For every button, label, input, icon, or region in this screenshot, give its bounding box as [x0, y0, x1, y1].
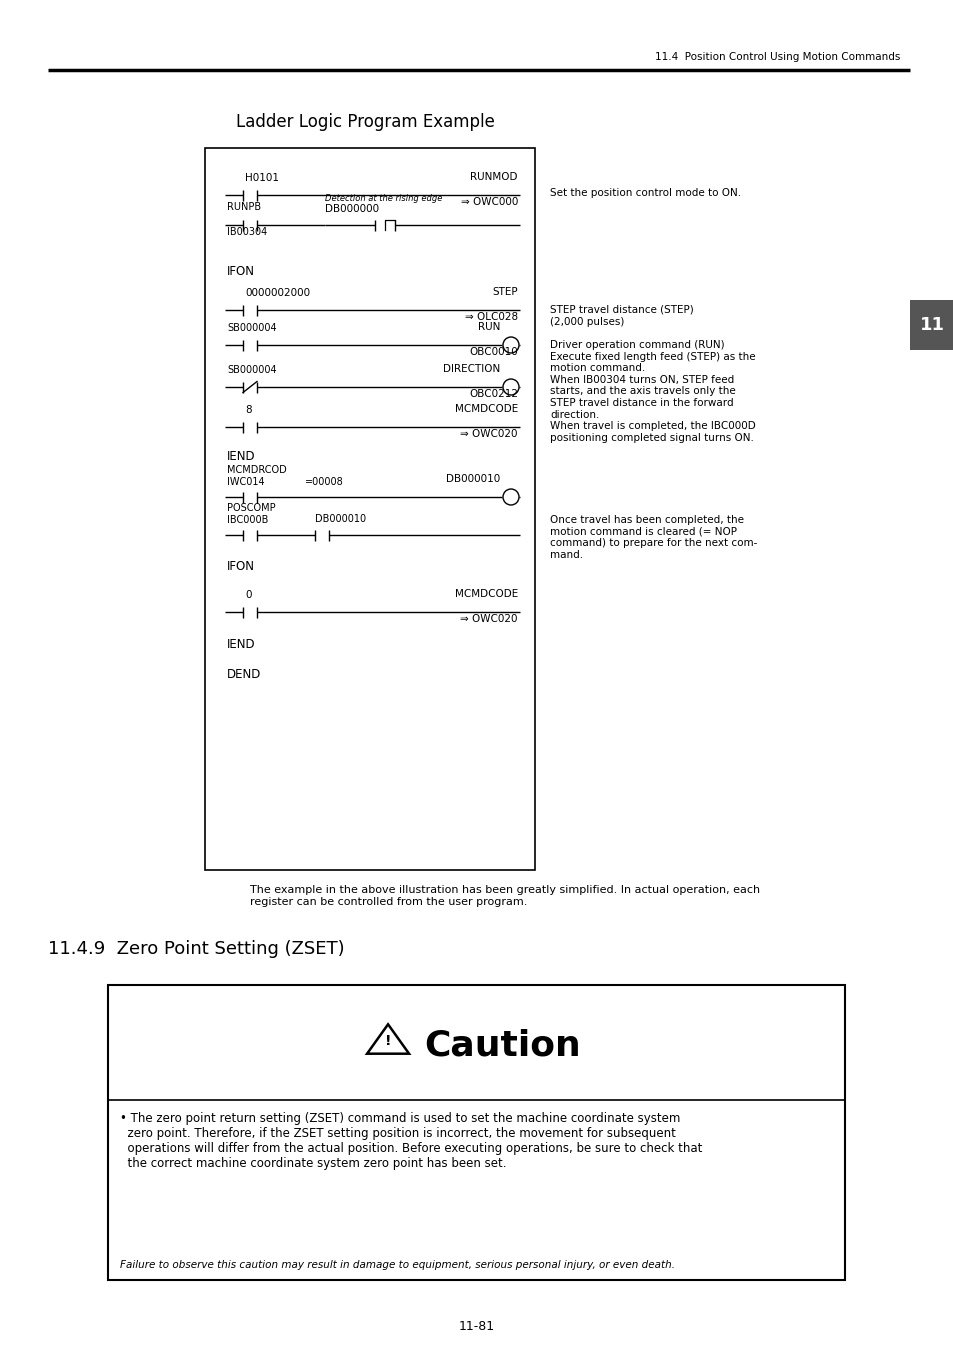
Text: SB000004: SB000004	[227, 323, 276, 332]
Text: ⇒ OWC020: ⇒ OWC020	[460, 613, 517, 624]
Text: 11-81: 11-81	[458, 1320, 495, 1333]
Text: IEND: IEND	[227, 450, 255, 463]
Text: • The zero point return setting (ZSET) command is used to set the machine coordi: • The zero point return setting (ZSET) c…	[120, 1112, 701, 1170]
Text: DB000010: DB000010	[314, 513, 366, 524]
Text: MCMDCODE: MCMDCODE	[455, 404, 517, 413]
Text: STEP: STEP	[492, 286, 517, 297]
Text: MCMDRCOD: MCMDRCOD	[227, 465, 287, 476]
Text: STEP travel distance (STEP)
(2,000 pulses): STEP travel distance (STEP) (2,000 pulse…	[550, 305, 693, 327]
Text: Ladder Logic Program Example: Ladder Logic Program Example	[235, 113, 494, 131]
Bar	[205, 149, 535, 870]
Text: DB000000: DB000000	[325, 204, 378, 213]
Text: 11.4  Position Control Using Motion Commands: 11.4 Position Control Using Motion Comma…	[654, 51, 899, 62]
Text: IWC014: IWC014	[227, 477, 264, 486]
Bar	[909, 300, 953, 350]
Text: IEND: IEND	[227, 638, 255, 651]
Text: !: !	[384, 1034, 391, 1048]
Text: IBC000B: IBC000B	[227, 515, 268, 526]
Text: DB000010: DB000010	[445, 474, 499, 484]
Text: ⇒ OLC028: ⇒ OLC028	[464, 312, 517, 322]
Text: 11: 11	[919, 316, 943, 334]
Text: IB00304: IB00304	[227, 227, 267, 236]
Text: RUNPB: RUNPB	[227, 203, 261, 212]
Text: The example in the above illustration has been greatly simplified. In actual ope: The example in the above illustration ha…	[250, 885, 760, 907]
Text: Driver operation command (RUN)
Execute fixed length feed (STEP) as the
motion co: Driver operation command (RUN) Execute f…	[550, 340, 755, 443]
Text: Failure to observe this caution may result in damage to equipment, serious perso: Failure to observe this caution may resu…	[120, 1260, 675, 1270]
Text: OBC0010: OBC0010	[469, 347, 517, 357]
Text: 0: 0	[245, 590, 252, 600]
Text: IFON: IFON	[227, 561, 254, 573]
Bar	[108, 985, 844, 1279]
Text: Detection at the rising edge: Detection at the rising edge	[325, 195, 442, 203]
Text: 11.4.9  Zero Point Setting (ZSET): 11.4.9 Zero Point Setting (ZSET)	[48, 940, 344, 958]
Text: IFON: IFON	[227, 265, 254, 278]
Text: RUN: RUN	[477, 322, 499, 332]
Text: DIRECTION: DIRECTION	[442, 363, 499, 374]
Text: Caution: Caution	[424, 1028, 580, 1062]
Text: DEND: DEND	[227, 667, 261, 681]
Text: =00008: =00008	[305, 477, 343, 486]
Text: ⇒ OWC020: ⇒ OWC020	[460, 430, 517, 439]
Text: ⇒ OWC000: ⇒ OWC000	[460, 197, 517, 207]
Text: Once travel has been completed, the
motion command is cleared (= NOP
command) to: Once travel has been completed, the moti…	[550, 515, 757, 559]
Text: H0101: H0101	[245, 173, 278, 182]
Text: POSCOMP: POSCOMP	[227, 503, 275, 513]
Text: RUNMOD: RUNMOD	[470, 172, 517, 182]
Text: 8: 8	[245, 405, 252, 415]
Text: MCMDCODE: MCMDCODE	[455, 589, 517, 598]
Text: SB000004: SB000004	[227, 365, 276, 376]
Text: 0000002000: 0000002000	[245, 288, 310, 299]
Text: Set the position control mode to ON.: Set the position control mode to ON.	[550, 188, 740, 199]
Text: OBC0212: OBC0212	[469, 389, 517, 399]
